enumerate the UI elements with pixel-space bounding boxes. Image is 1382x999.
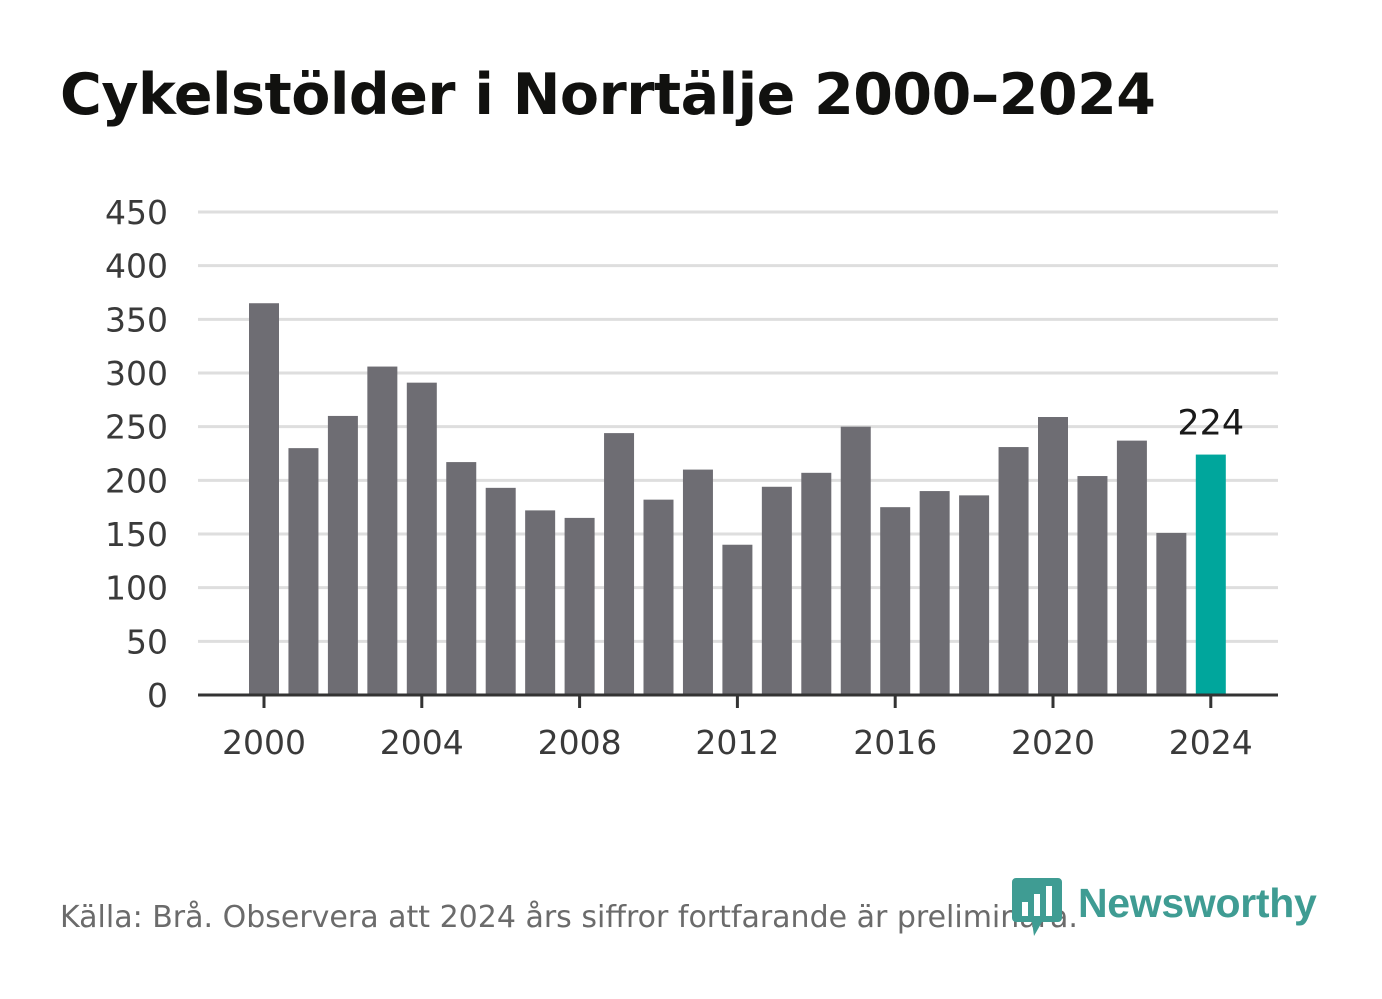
x-axis: [198, 693, 1278, 708]
bar-2001: [288, 448, 319, 695]
bar-2000: [249, 303, 279, 695]
bar-2004: [406, 382, 437, 695]
bar-2008: [564, 517, 595, 695]
bar-2019: [998, 447, 1029, 695]
bar-2010: [643, 499, 674, 695]
chart-title: Cykelstölder i Norrtälje 2000–2024: [60, 62, 1156, 128]
x-axis-tick-labels: 2000 2004 2008 2012 2016 2020 2024: [222, 723, 1253, 762]
logo-text: Newsworthy: [1078, 880, 1317, 926]
y-tick-label: 300: [105, 354, 168, 393]
y-axis-tick-labels: 0 50 100 150 200 250 300 350 400 450: [105, 193, 168, 715]
y-tick-label: 200: [105, 461, 168, 500]
bar-2021: [1077, 476, 1108, 695]
bar-2013: [761, 486, 792, 695]
x-tick-label: 2020: [1011, 723, 1095, 762]
x-tick-label: 2008: [538, 723, 622, 762]
x-tick-label: 2016: [853, 723, 937, 762]
source-note: Källa: Brå. Observera att 2024 års siffr…: [60, 900, 1078, 935]
data-label: 224: [1177, 404, 1244, 444]
y-tick-label: 450: [105, 193, 168, 232]
bar-2017: [919, 491, 950, 695]
bar-2011: [682, 469, 713, 695]
bar-2015: [840, 426, 871, 695]
y-tick-label: 250: [105, 408, 168, 447]
x-tick-label: 2012: [695, 723, 779, 762]
y-tick-label: 150: [105, 515, 168, 554]
y-tick-label: 350: [105, 300, 168, 339]
bar-2016: [880, 507, 911, 695]
newsworthy-logo: Newsworthy: [1012, 878, 1317, 938]
bar-2018: [959, 495, 990, 695]
bars: [249, 303, 1226, 695]
bar-2020: [1038, 417, 1068, 695]
y-tick-label: 0: [147, 676, 168, 715]
annotations: 224: [1177, 404, 1244, 444]
y-tick-label: 50: [126, 622, 168, 661]
bar-2024: [1195, 454, 1226, 695]
bar-2002: [327, 415, 358, 695]
y-tick-label: 400: [105, 247, 168, 286]
x-tick-label: 2024: [1169, 723, 1253, 762]
bar-2023: [1156, 532, 1187, 695]
bar-2007: [525, 510, 556, 695]
bar-2022: [1116, 440, 1147, 695]
newsworthy-logo-icon: [1012, 878, 1062, 936]
bar-2003: [367, 366, 398, 695]
x-tick-label: 2004: [380, 723, 464, 762]
x-tick-label: 2000: [222, 723, 306, 762]
bar-2005: [446, 462, 477, 695]
bar-2012: [722, 544, 753, 695]
bar-chart: 0 50 100 150 200 250 300 350 400 450 2000 2004 2008…: [105, 193, 1278, 762]
bar-2006: [485, 487, 516, 695]
bar-2009: [604, 433, 635, 695]
y-tick-label: 100: [105, 569, 168, 608]
bar-2014: [801, 472, 832, 695]
